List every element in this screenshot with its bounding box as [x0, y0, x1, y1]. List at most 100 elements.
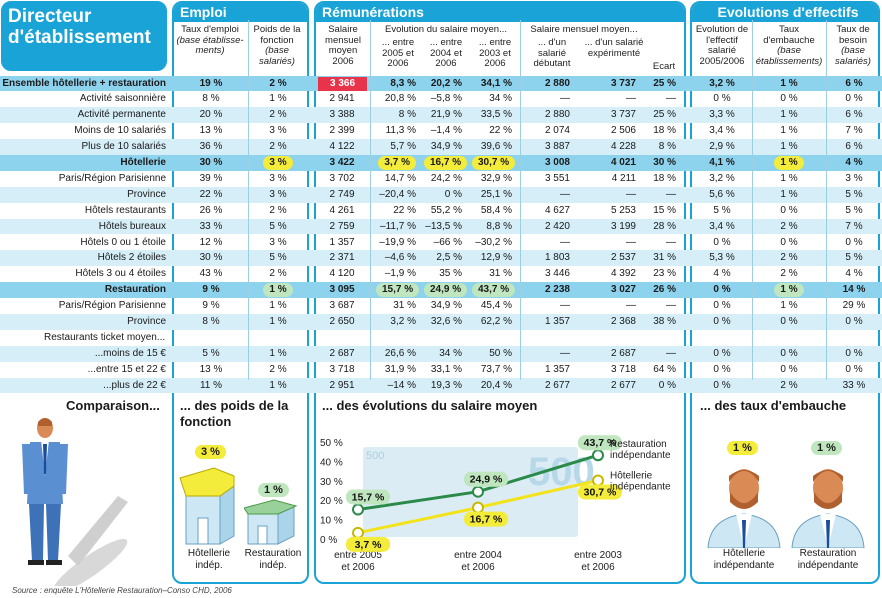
col-entre-2005: ... entre 2005 et 2006	[381, 37, 415, 69]
table-cell	[376, 330, 416, 346]
table-cell: 8 %	[658, 141, 676, 153]
table-cell: 2 074	[544, 125, 570, 137]
table-cell	[318, 330, 366, 346]
table-cell: 1 %	[780, 141, 798, 153]
table-cell: 3,2 %	[709, 172, 735, 184]
evolutions-header: Evolutions d'effectifs	[692, 3, 878, 22]
table-cell: 0 %	[713, 347, 731, 359]
table-cell: 0 %	[713, 93, 731, 105]
poids-hotellerie-label: Hôtellerie indép.	[187, 548, 231, 571]
table-cell: 3 687	[329, 300, 355, 312]
row-label: Hôtels 3 ou 4 étoiles	[75, 268, 166, 280]
data-label-background	[464, 511, 508, 527]
data-point	[352, 503, 364, 516]
row-label: Hôtellerie	[120, 157, 166, 168]
table-row: Plus de 10 salariés 36 % 2 % 4 122 5,7 % 34,9…	[0, 139, 882, 155]
table-cell: –5,8 %	[430, 93, 462, 105]
table-cell: 3 %	[845, 172, 863, 184]
table-cell: 0 %	[845, 93, 863, 105]
table-cell: 25 %	[653, 109, 676, 121]
poids-restauration-value: 1 %	[258, 483, 289, 497]
column-divider	[520, 20, 521, 380]
data-point	[472, 485, 484, 498]
table-cell: 31 %	[489, 268, 512, 280]
table-cell: 2 687	[329, 347, 355, 359]
col-entre-2004: ... entre 2004 et 2006	[429, 37, 463, 69]
table-cell: 5,7 %	[390, 141, 416, 153]
y-tick-label: 30 %	[320, 477, 343, 488]
table-cell: 34 %	[489, 93, 512, 105]
table-cell: 3 %	[269, 236, 287, 248]
table-cell: 5 %	[269, 252, 287, 264]
table-cell: 9 %	[202, 284, 220, 296]
table-cell: 5,3 %	[709, 252, 735, 264]
table-cell: 0 %	[713, 300, 731, 312]
table-cell: 36 %	[199, 141, 223, 153]
series-name: Restauration	[610, 439, 667, 450]
table-cell: 1 %	[780, 188, 798, 200]
table-row: Province 8 % 1 % 2 650 3,2 % 32,6 % 62,2 % 1 35…	[0, 314, 882, 330]
col-entre-2003: ... entre 2003 et 2006	[478, 37, 512, 69]
column-divider	[752, 20, 753, 380]
embauche-restauration-label: Restauration indépendante	[797, 548, 859, 571]
table-cell: 3 551	[544, 172, 570, 184]
poids-restauration-label: Restauration indép.	[244, 548, 302, 571]
table-cell: 2 238	[544, 284, 570, 296]
table-cell: 4 120	[329, 268, 355, 280]
table-cell: 26,6 %	[384, 347, 416, 359]
table-cell: 1 357	[544, 363, 570, 375]
table-cell: 13 %	[199, 125, 223, 137]
table-cell: 2 677	[610, 379, 636, 391]
embauche-hotellerie-badge: 1 %	[727, 438, 758, 456]
data-point	[592, 474, 604, 487]
table-cell: 34,1 %	[480, 77, 512, 89]
table-cell: –30,2 %	[475, 236, 512, 248]
table-cell: 3,4 %	[709, 125, 735, 137]
data-label: 43,7 %	[584, 437, 617, 449]
table-row: Restauration 9 % 1 % 3 095 15,7 % 24,9 % 43,7 …	[0, 282, 882, 299]
series-name: indépendante	[610, 450, 671, 461]
table-cell: 11 %	[199, 379, 223, 391]
row-label: Hôtels restaurants	[84, 204, 166, 216]
table-cell: 2 371	[329, 252, 355, 264]
table-cell: 3 %	[269, 125, 287, 137]
table-cell: 29 %	[842, 300, 866, 312]
table-cell: 4,1 %	[709, 157, 735, 168]
col-ecart: Ecart	[652, 61, 676, 72]
table-cell	[424, 330, 462, 346]
y-tick-label: 50 %	[320, 438, 343, 449]
table-cell: 5 253	[610, 204, 636, 216]
table-cell: 2 687	[610, 347, 636, 359]
table-cell: 2 399	[329, 125, 355, 137]
house-hotellerie-icon	[179, 467, 235, 545]
col-poids-fonction: Poids de la fonction (base salariés)	[253, 24, 301, 67]
table-cell: —	[560, 93, 570, 105]
x-tick-label: et 2006	[341, 562, 375, 573]
data-label: 24,9 %	[470, 474, 503, 486]
salaire-title: ... des évolutions du salaire moyen	[322, 398, 538, 413]
table-cell: 5 %	[202, 347, 220, 359]
table-cell: 5 %	[713, 204, 731, 216]
table-cell: 4 228	[610, 141, 636, 153]
x-tick-label: et 2006	[581, 562, 615, 573]
row-label: Activité permanente	[77, 109, 166, 121]
head-hotellerie-icon	[707, 469, 781, 548]
embauche-restauration-badge: 1 %	[811, 438, 842, 456]
table-cell: —	[560, 236, 570, 248]
series-name: indépendante	[610, 481, 671, 492]
y-tick-label: 40 %	[320, 457, 343, 468]
data-label-background	[346, 536, 390, 552]
table-cell: 34 %	[439, 347, 462, 359]
table-cell: 8 %	[398, 109, 416, 121]
row-label: Hôtels 2 étoiles	[97, 252, 166, 264]
col-taux-besoin: Taux de besoin (base salariés)	[835, 24, 871, 67]
table-cell: —	[666, 188, 676, 200]
poids-restauration-badge: 1 %	[258, 480, 289, 498]
table-cell: 7 %	[845, 125, 863, 137]
table-cell: 34,9 %	[430, 141, 462, 153]
table-cell: 39 %	[199, 172, 223, 184]
remunerations-header: Rémunérations	[316, 3, 684, 22]
table-cell: 2 759	[329, 220, 355, 232]
table-cell: 8 %	[202, 93, 220, 105]
table-cell: 1 %	[780, 300, 798, 312]
